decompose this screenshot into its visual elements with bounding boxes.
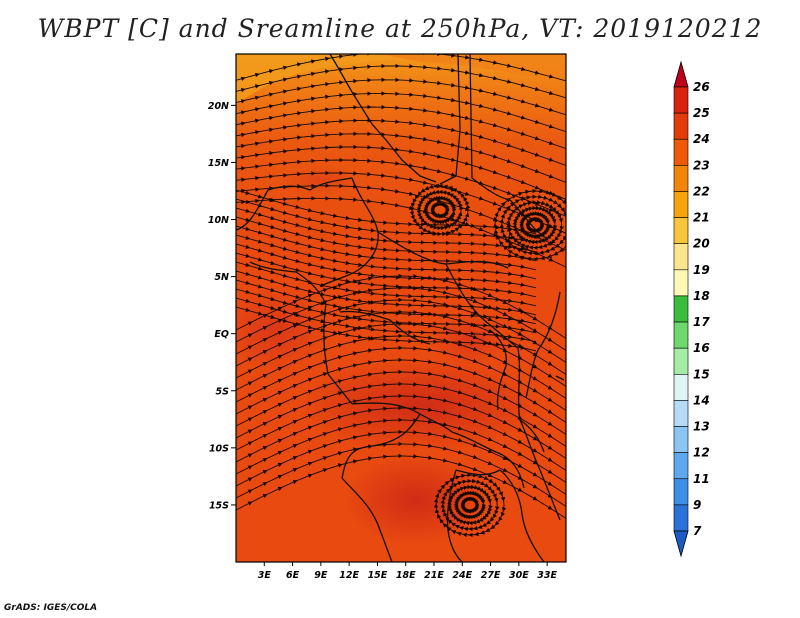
lon-tick-label: 6E bbox=[286, 570, 300, 581]
colorbar-swatch bbox=[673, 165, 689, 192]
lat-tick-label: 20N bbox=[208, 101, 229, 112]
colorbar-swatch bbox=[673, 452, 689, 480]
lat-tick-label: 15N bbox=[208, 158, 229, 169]
lat-tick-label: 10N bbox=[208, 215, 229, 226]
lon-tick-label: 27E bbox=[481, 570, 501, 581]
lon-tick-label: 15E bbox=[368, 570, 388, 581]
map-frame bbox=[235, 53, 567, 563]
colorbar-swatch bbox=[673, 347, 689, 375]
latitude-axis: 20N 15N 10N 5N EQ 5S 10S 15S bbox=[208, 101, 236, 511]
colorbar-label: 14 bbox=[693, 393, 710, 407]
colorbar-label: 13 bbox=[693, 420, 710, 434]
colorbar-label: 20 bbox=[693, 237, 710, 251]
colorbar-label: 24 bbox=[693, 132, 710, 146]
streamline bbox=[433, 472, 507, 538]
colorbar-swatch bbox=[673, 373, 689, 401]
colorbar-label: 11 bbox=[693, 472, 710, 486]
colorbar-swatch bbox=[673, 504, 689, 532]
colorbar-swatch bbox=[673, 269, 689, 297]
colorbar-legend: 26 25 24 23 22 21 20 19 18 17 16 15 14 13 12 11 9 7 bbox=[673, 60, 710, 558]
colorbar-label: 9 bbox=[693, 498, 701, 512]
colorbar-swatch bbox=[673, 86, 689, 114]
colorbar-label: 26 bbox=[693, 80, 710, 94]
country-boundaries bbox=[236, 54, 565, 562]
colorbar-label: 17 bbox=[693, 315, 710, 329]
colorbar-swatch bbox=[673, 243, 689, 271]
colorbar-swatch bbox=[673, 426, 689, 453]
colorbar-label: 23 bbox=[693, 158, 710, 172]
colorbar-swatch bbox=[673, 138, 689, 166]
lat-tick-label: 5N bbox=[214, 272, 229, 283]
grads-credit: GrADS: IGES/COLA bbox=[4, 603, 98, 613]
lon-tick-label: 24E bbox=[452, 570, 472, 581]
colorbar-swatch bbox=[673, 478, 689, 506]
streamline bbox=[236, 453, 566, 519]
colorbar-label: 12 bbox=[693, 446, 710, 460]
lon-tick-label: 9E bbox=[314, 570, 328, 581]
lat-tick-label: EQ bbox=[214, 329, 229, 340]
lat-tick-label: 15S bbox=[209, 500, 229, 511]
streamline bbox=[409, 183, 471, 237]
colorbar-label: 21 bbox=[693, 211, 710, 225]
colorbar-swatch bbox=[673, 191, 689, 218]
colorbar-swatch bbox=[673, 400, 689, 427]
lon-tick-label: 30E bbox=[509, 570, 529, 581]
colorbar-label: 19 bbox=[693, 263, 710, 277]
colorbar-label: 16 bbox=[693, 341, 710, 355]
streamline bbox=[492, 188, 566, 262]
colorbar-min-arrow bbox=[673, 530, 689, 558]
colorbar-label: 15 bbox=[693, 367, 710, 381]
colorbar-label: 18 bbox=[693, 289, 710, 303]
streamlines bbox=[236, 54, 566, 538]
lat-tick-label: 10S bbox=[209, 443, 229, 454]
lon-tick-label: 12E bbox=[339, 570, 359, 581]
colorbar-swatch bbox=[673, 217, 689, 245]
longitude-axis: 3E 6E 9E 12E 15E 18E 21E 24E 27E 30E 33E bbox=[258, 562, 558, 581]
lon-tick-label: 33E bbox=[537, 570, 557, 581]
map-title: WBPT [C] and Sreamline at 250hPa, VT: 20… bbox=[37, 14, 763, 43]
lon-tick-label: 3E bbox=[258, 570, 272, 581]
colorbar-swatch bbox=[673, 295, 689, 323]
lon-tick-label: 18E bbox=[396, 570, 416, 581]
colorbar-swatch bbox=[673, 321, 689, 349]
colorbar-max-arrow bbox=[673, 60, 689, 88]
lat-tick-label: 5S bbox=[216, 386, 230, 397]
colorbar-swatch bbox=[673, 112, 689, 140]
colorbar-label: 22 bbox=[693, 184, 710, 198]
lon-tick-label: 21E bbox=[424, 570, 444, 581]
colorbar-label: 7 bbox=[693, 524, 702, 538]
colorbar-label: 25 bbox=[693, 106, 710, 120]
